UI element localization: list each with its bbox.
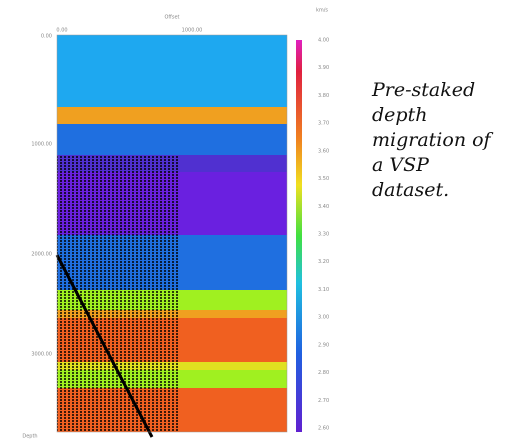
colorbar-label: 2.90 — [318, 342, 329, 348]
colorbar-label: 4.00 — [318, 38, 329, 44]
colorbar-label: 3.70 — [318, 121, 329, 127]
colorbar-label: 3.60 — [318, 148, 329, 154]
colorbar-label: 3.80 — [318, 93, 329, 99]
colorbar-label: 3.90 — [318, 65, 329, 71]
velocity-model — [55, 34, 288, 438]
y-tick-label: 0.00 — [41, 34, 52, 40]
colorbar-label: 3.20 — [318, 259, 329, 265]
figure: Offset 0.00 1000.00 0.00 1000.00 2000.00… — [22, 8, 329, 440]
colorbar — [296, 40, 302, 432]
colorbar-label: 3.30 — [318, 232, 329, 238]
x-axis-label: Offset — [164, 15, 179, 21]
colorbar-label: 3.10 — [318, 287, 329, 293]
colorbar-label: 2.60 — [318, 426, 329, 432]
y-tick-label: 2000.00 — [31, 252, 52, 258]
colorbar-label: 3.00 — [318, 315, 329, 321]
y-axis-label: Depth — [22, 434, 37, 440]
y-tick-label: 3000.00 — [31, 352, 52, 358]
x-tick-label: 1000.00 — [182, 28, 203, 34]
y-tick-label: 1000.00 — [31, 142, 52, 148]
colorbar-label: 2.80 — [318, 370, 329, 376]
caption: Pre-staked depth migration of a VSP data… — [372, 79, 491, 201]
colorbar-unit: km/s — [316, 8, 328, 14]
colorbar-label: 3.50 — [318, 176, 329, 182]
colorbar-label: 3.40 — [318, 204, 329, 210]
colorbar-label: 2.70 — [318, 398, 329, 404]
x-tick-label: 0.00 — [56, 28, 67, 34]
colorbar-labels: 4.00 3.90 3.80 3.70 3.60 3.50 3.40 3.30 3.20 3.10… — [318, 38, 329, 432]
